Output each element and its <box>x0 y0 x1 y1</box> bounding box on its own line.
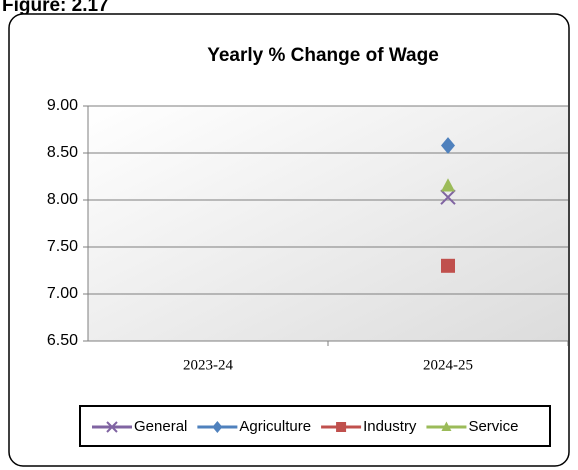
chart-title: Yearly % Change of Wage <box>207 45 439 66</box>
y-tick-label: 6.50 <box>47 332 78 349</box>
y-tick-label: 7.50 <box>47 238 78 255</box>
legend-label: Service <box>468 418 518 435</box>
marker <box>106 421 118 433</box>
marker <box>441 258 455 273</box>
marker <box>336 422 347 432</box>
plot-area <box>88 106 568 341</box>
legend-label: Agriculture <box>239 418 311 435</box>
marker <box>440 189 456 205</box>
legend-label: General <box>134 418 187 435</box>
marker <box>212 421 223 433</box>
y-tick-label: 8.00 <box>47 191 78 208</box>
y-tick-label: 7.00 <box>47 285 78 302</box>
y-tick-label: 8.50 <box>47 144 78 161</box>
figure-label: Figure: 2.17 <box>2 0 109 16</box>
legend-box <box>79 405 551 447</box>
marker <box>441 137 455 154</box>
marker <box>441 421 452 431</box>
y-tick-label: 9.00 <box>47 97 78 114</box>
x-tick-label: 2024-25 <box>423 357 473 373</box>
marker <box>441 178 455 192</box>
legend-label: Industry <box>363 418 417 435</box>
x-tick-label: 2023-24 <box>183 357 233 373</box>
